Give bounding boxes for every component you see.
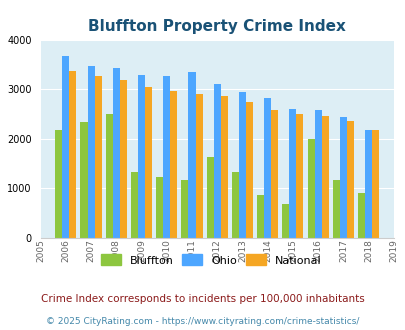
Bar	[271, 110, 277, 238]
Bar	[62, 56, 69, 238]
Bar	[138, 75, 145, 238]
Bar	[238, 92, 245, 238]
Bar	[289, 109, 296, 238]
Bar	[332, 180, 339, 238]
Bar	[357, 193, 364, 238]
Bar	[245, 102, 252, 238]
Bar	[163, 76, 170, 238]
Bar	[55, 130, 62, 238]
Legend: Bluffton, Ohio, National: Bluffton, Ohio, National	[96, 250, 325, 270]
Bar	[87, 66, 94, 238]
Bar	[296, 115, 303, 238]
Bar	[371, 130, 378, 238]
Bar	[213, 84, 220, 238]
Bar	[105, 115, 113, 238]
Bar	[314, 110, 321, 238]
Bar	[145, 87, 152, 238]
Bar	[281, 204, 289, 238]
Text: Crime Index corresponds to incidents per 100,000 inhabitants: Crime Index corresponds to incidents per…	[41, 294, 364, 304]
Bar	[188, 72, 195, 238]
Bar	[119, 80, 127, 238]
Bar	[80, 122, 87, 238]
Bar	[321, 116, 328, 238]
Bar	[231, 172, 238, 238]
Bar	[364, 130, 371, 238]
Bar	[339, 117, 346, 238]
Bar	[69, 71, 76, 238]
Bar	[346, 121, 353, 238]
Text: © 2025 CityRating.com - https://www.cityrating.com/crime-statistics/: © 2025 CityRating.com - https://www.city…	[46, 317, 359, 326]
Bar	[256, 195, 264, 238]
Bar	[113, 68, 119, 238]
Bar	[181, 180, 188, 238]
Bar	[170, 91, 177, 238]
Bar	[94, 76, 101, 238]
Bar	[264, 98, 271, 238]
Bar	[307, 139, 314, 238]
Bar	[220, 96, 227, 238]
Bar	[130, 172, 138, 238]
Title: Bluffton Property Crime Index: Bluffton Property Crime Index	[88, 19, 345, 34]
Bar	[156, 177, 163, 238]
Bar	[206, 157, 213, 238]
Bar	[195, 94, 202, 238]
